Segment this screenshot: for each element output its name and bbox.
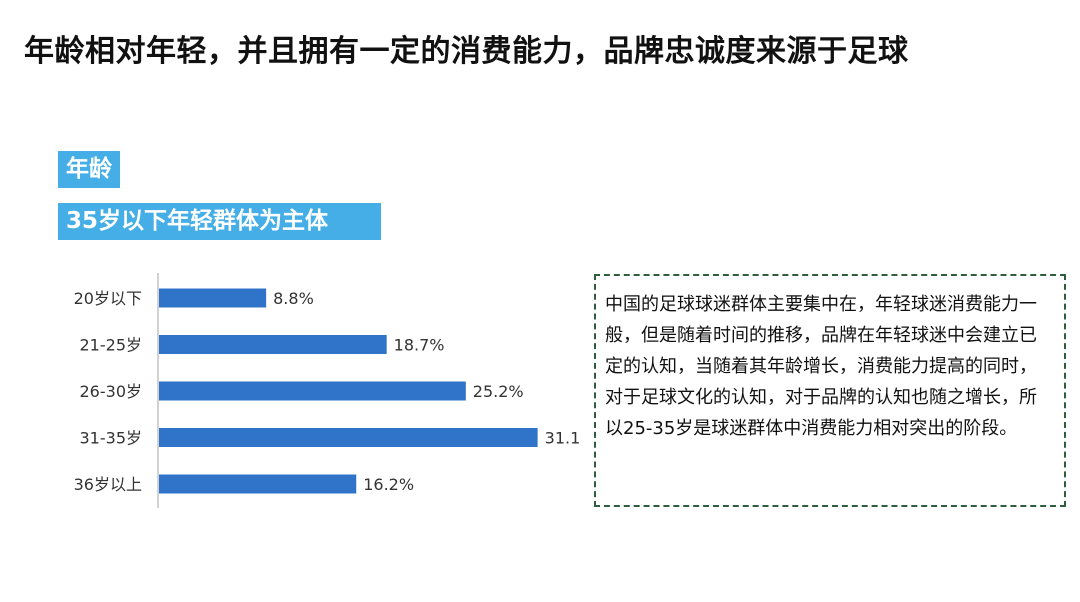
value-label: 16.2% xyxy=(363,475,414,494)
section-tag: 年龄 xyxy=(58,151,120,188)
bar xyxy=(159,474,357,494)
bar xyxy=(159,428,538,447)
category-label: 36岁以上 xyxy=(74,475,142,494)
age-bar-chart: 20岁以下 21-25岁 26-30岁 31-35岁 36岁以上 8.8% 18.7% 25… xyxy=(74,273,580,508)
description-box: 中国的足球球迷群体主要集中在，年轻球迷消费能力一般，但是随着时间的推移，品牌在年… xyxy=(594,274,1066,507)
category-label: 26-30岁 xyxy=(80,382,143,401)
value-label: 31.1% xyxy=(545,429,580,448)
page-title: 年龄相对年轻，并且拥有一定的消费能力，品牌忠诚度来源于足球 xyxy=(24,34,909,69)
value-label: 18.7% xyxy=(394,336,445,355)
category-label: 20岁以下 xyxy=(74,289,142,308)
category-label: 21-25岁 xyxy=(80,336,143,355)
section-headline: 35岁以下年轻群体为主体 xyxy=(58,203,381,240)
bar xyxy=(159,288,267,308)
category-label: 31-35岁 xyxy=(80,429,143,448)
bar xyxy=(159,381,466,401)
value-label: 8.8% xyxy=(273,289,314,308)
bar xyxy=(159,335,387,354)
value-label: 25.2% xyxy=(473,382,524,401)
description-text: 中国的足球球迷群体主要集中在，年轻球迷消费能力一般，但是随着时间的推移，品牌在年… xyxy=(605,294,1037,439)
